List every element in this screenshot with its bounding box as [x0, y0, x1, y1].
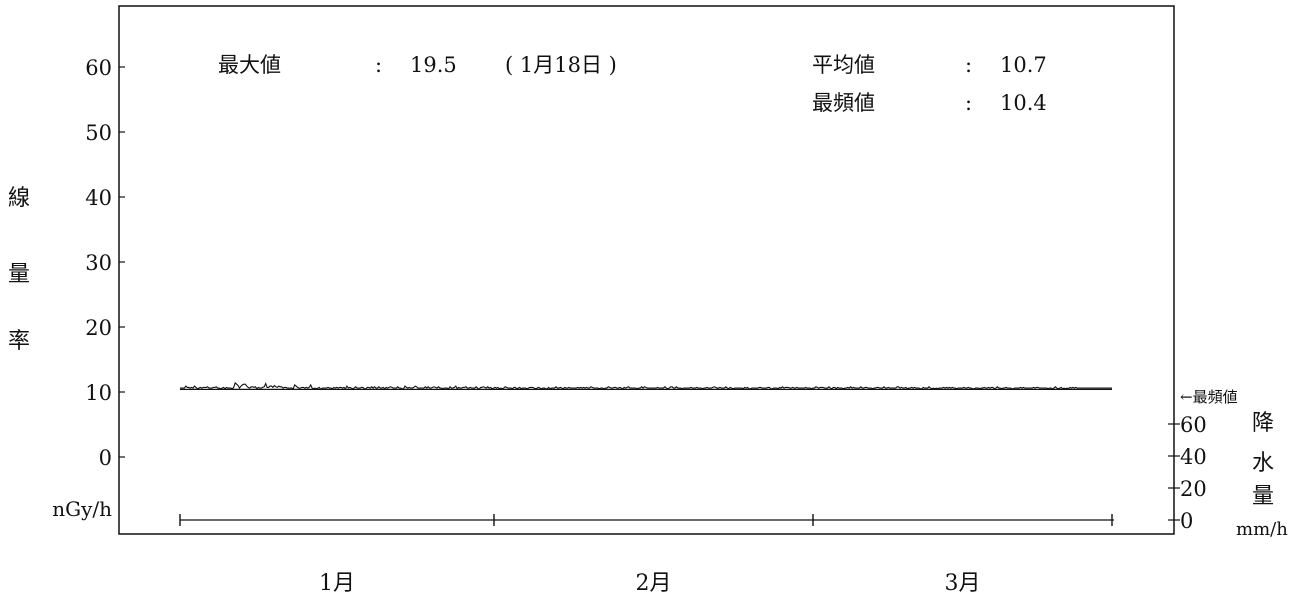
- y2-tick-label: 40: [1180, 445, 1207, 469]
- max-colon: :: [375, 53, 382, 77]
- mode-marker-label: ←最頻値: [1180, 388, 1238, 406]
- y-tick-label: 20: [85, 316, 112, 340]
- axis-ticks: 0 10 20 30 40 50 60 0 20 40 60 1月 2月 3月: [85, 56, 1206, 596]
- x-tick-label: 2月: [636, 571, 672, 596]
- y-tick-label: 40: [85, 186, 112, 210]
- max-value: 19.5: [410, 53, 457, 77]
- y-axis-label-char-1: 線: [8, 186, 30, 211]
- y-tick-label: 50: [85, 121, 112, 145]
- mode-value-label: 最頻値: [812, 91, 875, 115]
- y-tick-label: 30: [85, 251, 112, 275]
- mean-colon: :: [965, 53, 972, 77]
- dose-rate-series-line: [180, 381, 1112, 391]
- mode-colon: :: [965, 91, 972, 115]
- y2-axis-label-char-1: 降: [1252, 411, 1274, 436]
- y2-axis-label-char-3: 量: [1252, 484, 1274, 509]
- mean-value: 10.7: [1000, 53, 1047, 77]
- y2-axis-label-char-2: 水: [1252, 451, 1274, 476]
- y-tick-label: 60: [85, 56, 112, 80]
- x-tick-label: 1月: [319, 571, 355, 596]
- y2-axis-unit: mm/h: [1236, 519, 1288, 540]
- x-tick-label: 3月: [945, 571, 981, 596]
- y-axis-label-char-3: 率: [8, 329, 30, 354]
- y-axis-unit: nGy/h: [52, 497, 112, 521]
- y2-tick-label: 0: [1180, 509, 1193, 533]
- mean-value-label: 平均値: [812, 53, 875, 77]
- max-value-label: 最大値: [218, 53, 281, 77]
- y2-tick-label: 20: [1180, 477, 1207, 501]
- y-tick-label: 0: [99, 446, 112, 470]
- y-tick-label: 10: [85, 381, 112, 405]
- plot-frame: [118, 5, 1175, 535]
- max-date: ( 1月18日 ): [505, 53, 617, 77]
- y2-tick-label: 60: [1180, 413, 1207, 437]
- mode-value: 10.4: [1000, 91, 1047, 115]
- y-axis-label-char-2: 量: [8, 262, 30, 287]
